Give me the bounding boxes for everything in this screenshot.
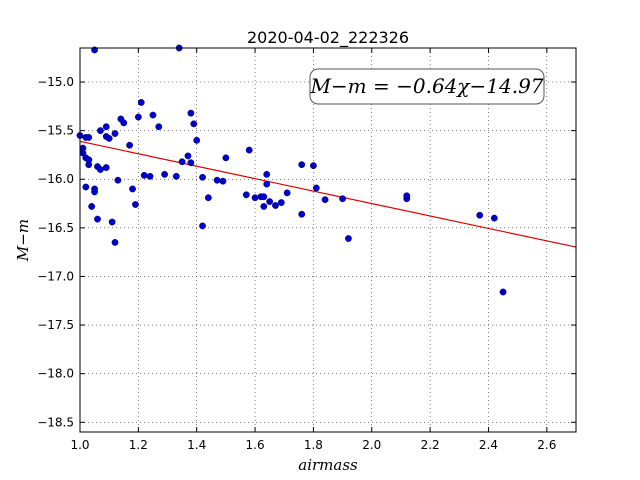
y-tick-label: −18.5 <box>37 415 74 429</box>
data-point <box>88 203 96 210</box>
data-point <box>146 172 154 180</box>
data-point <box>283 189 291 197</box>
x-tick-label: 1.8 <box>304 438 323 452</box>
data-point <box>266 198 274 206</box>
data-point <box>120 119 128 127</box>
data-point <box>132 201 139 208</box>
equation-box-border <box>309 68 545 105</box>
data-point <box>187 159 195 167</box>
data-point <box>245 146 253 154</box>
data-point <box>97 127 104 135</box>
y-tick-label: −16.5 <box>37 221 74 235</box>
data-point <box>94 215 101 223</box>
plot-frame <box>79 47 577 433</box>
data-point <box>321 196 329 204</box>
data-point <box>85 134 93 141</box>
fit-line <box>79 140 577 248</box>
x-axis-label: airmass <box>298 456 358 474</box>
data-point <box>298 210 306 218</box>
data-point <box>219 177 227 185</box>
data-point <box>111 130 119 137</box>
data-point <box>204 194 212 202</box>
x-tick-label: 2.2 <box>421 438 440 452</box>
data-point <box>345 235 352 242</box>
y-tick-label: −17.5 <box>37 318 74 332</box>
data-point <box>105 135 113 142</box>
data-point <box>277 199 285 206</box>
data-point <box>82 183 90 191</box>
data-point <box>193 136 201 144</box>
data-point <box>222 154 230 162</box>
data-point <box>260 203 268 210</box>
data-point <box>161 170 169 178</box>
data-point <box>263 170 271 178</box>
data-point <box>149 111 157 119</box>
data-point <box>134 113 142 121</box>
data-point <box>140 171 148 179</box>
data-point <box>178 158 186 166</box>
y-tick-label: −15.0 <box>37 75 74 89</box>
data-point <box>298 161 306 169</box>
data-point <box>199 222 206 230</box>
data-point <box>190 120 198 128</box>
x-tick-label: 1.2 <box>129 438 148 452</box>
equation-text: M−m = −0.64χ−14.97 <box>309 74 543 98</box>
data-point <box>499 288 507 296</box>
chart-title: 2020-04-02_222326 <box>247 28 409 48</box>
equation-box: M−m = −0.64χ−14.97 <box>309 68 545 105</box>
data-points <box>76 44 507 296</box>
data-point <box>490 214 498 222</box>
fit-line-group <box>79 140 577 248</box>
data-point <box>111 239 119 246</box>
data-point <box>339 195 346 203</box>
x-tick-label: 2.0 <box>362 438 381 452</box>
data-point <box>97 166 104 173</box>
data-point <box>187 109 195 117</box>
y-tick-labels: −15.0 −15.5 −16.0 −16.5 −17.0 −17.5 −18.0 −18.5 <box>37 75 74 429</box>
data-point <box>251 194 259 202</box>
data-point <box>85 156 93 164</box>
axis-ticks <box>79 48 576 432</box>
data-point <box>263 180 271 188</box>
x-tick-label: 1.4 <box>187 438 206 452</box>
data-point <box>126 141 134 149</box>
y-tick-label: −17.0 <box>37 269 74 283</box>
x-tick-label: 1.0 <box>70 438 89 452</box>
data-point <box>108 218 116 226</box>
x-tick-label: 2.6 <box>537 438 556 452</box>
data-point <box>172 172 180 180</box>
data-point <box>403 192 411 200</box>
data-point <box>114 176 122 184</box>
y-axis-label: M−m <box>14 219 32 262</box>
y-tick-label: −18.0 <box>37 367 74 381</box>
x-tick-labels: 1.0 1.2 1.4 1.6 1.8 2.0 2.2 2.4 2.6 <box>70 438 556 452</box>
x-tick-label: 2.4 <box>479 438 498 452</box>
data-point <box>242 191 250 199</box>
data-point <box>102 164 110 171</box>
grid <box>79 48 576 432</box>
data-point <box>184 152 192 160</box>
y-tick-label: −15.5 <box>37 124 74 138</box>
data-point <box>137 99 145 106</box>
data-point <box>310 162 317 170</box>
data-point <box>312 184 320 192</box>
x-tick-label: 1.6 <box>246 438 265 452</box>
data-point <box>155 123 163 131</box>
data-point <box>102 123 110 131</box>
data-point <box>129 185 136 193</box>
data-point <box>199 173 206 181</box>
data-point <box>91 188 98 196</box>
data-point <box>213 176 221 184</box>
data-point <box>272 202 279 209</box>
y-tick-label: −16.0 <box>37 172 74 186</box>
data-point <box>260 193 268 201</box>
data-point <box>476 211 484 219</box>
